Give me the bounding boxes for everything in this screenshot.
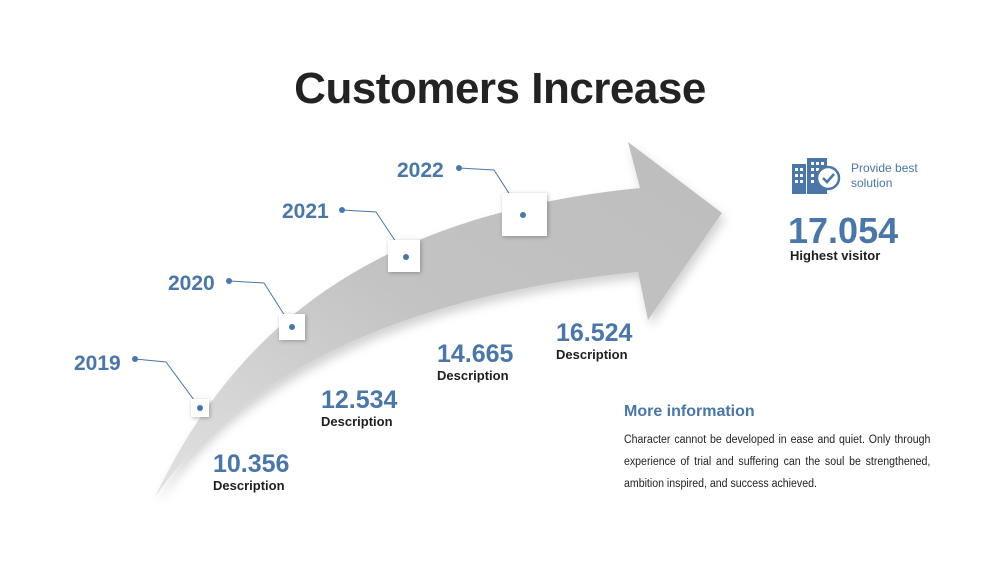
milestone-marker-2022 [502, 193, 547, 236]
building-check-icon [792, 158, 841, 194]
year-2019: 2019 [74, 352, 121, 375]
milestone-desc-2021: Description [437, 368, 509, 383]
milestone-marker-2020 [279, 314, 305, 340]
milestone-marker-2021 [388, 240, 420, 272]
milestone-value-2021: 14.665 [437, 340, 514, 368]
year-2022: 2022 [397, 159, 444, 182]
more-info-title: More information [624, 403, 755, 420]
milestone-value-2019: 10.356 [213, 450, 290, 478]
milestone-desc-2019: Description [213, 478, 285, 493]
milestone-value-2022: 16.524 [556, 319, 633, 347]
highlight-note: Provide best solution [851, 161, 918, 190]
page-title: Customers Increase [294, 64, 706, 113]
year-2020: 2020 [168, 272, 215, 295]
highlight-value: 17.054 [788, 210, 899, 251]
milestone-marker-2019 [191, 399, 209, 417]
milestone-desc-2020: Description [321, 414, 393, 429]
more-info-body: Character cannot be developed in ease an… [624, 434, 931, 490]
year-2021: 2021 [282, 200, 329, 223]
milestone-value-2020: 12.534 [321, 386, 398, 414]
highlight-label: Highest visitor [790, 248, 881, 263]
arrow-shape [155, 142, 722, 497]
milestone-desc-2022: Description [556, 347, 628, 362]
